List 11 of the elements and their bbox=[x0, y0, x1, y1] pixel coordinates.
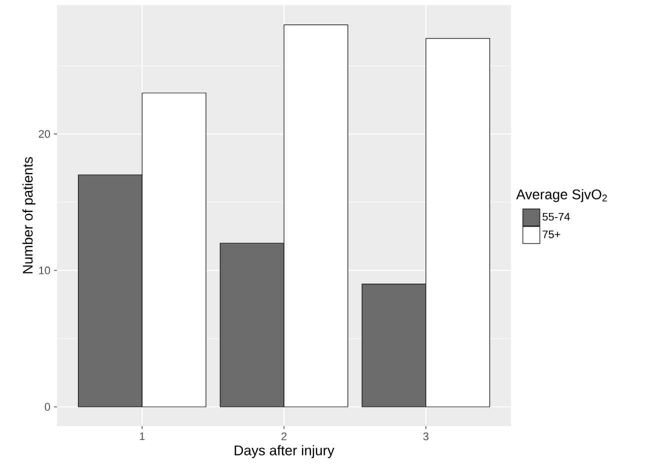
legend-title: Average SjvO$_{2}$ bbox=[516, 189, 607, 202]
x-tick-label: 1 bbox=[140, 432, 145, 440]
y-tick-label: 20 bbox=[38, 130, 50, 138]
y-axis-title: Number of patients bbox=[22, 157, 36, 274]
legend-label: 75+ bbox=[542, 230, 560, 238]
x-tick-label: 2 bbox=[282, 432, 287, 440]
x-axis-title: Days after injury bbox=[234, 445, 334, 458]
y-tick-label: 10 bbox=[39, 266, 50, 274]
x-tick-label: 3 bbox=[423, 432, 428, 440]
legend-label: 55-74 bbox=[542, 212, 570, 221]
y-tick-label: 0 bbox=[44, 403, 50, 411]
